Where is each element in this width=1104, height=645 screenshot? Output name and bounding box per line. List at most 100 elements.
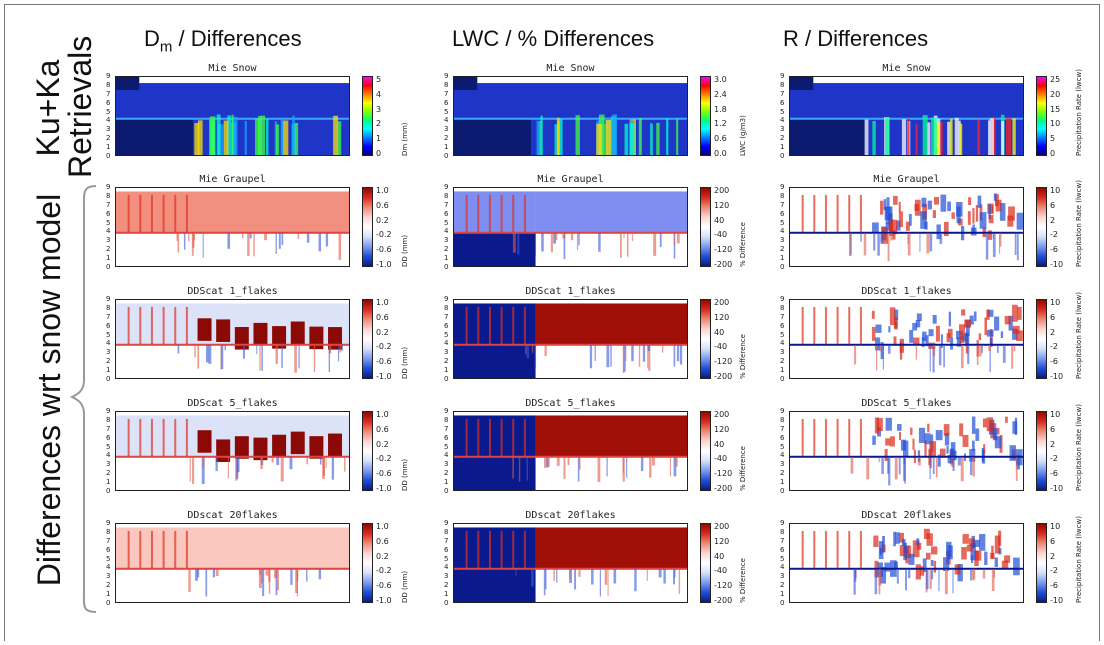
panel-title: DDScat 1_flakes bbox=[187, 286, 278, 297]
colorbar-tick-label: 0.6 bbox=[376, 536, 389, 546]
y-tick-label: 7 bbox=[106, 312, 111, 321]
colorbar-label: % Difference bbox=[739, 222, 747, 267]
y-tick-label: 2 bbox=[780, 581, 785, 590]
y-tick-label: 3 bbox=[780, 572, 785, 581]
colorbar-tick-label: -0.6 bbox=[376, 469, 392, 479]
y-tick-label: 8 bbox=[780, 303, 785, 312]
colorbar-tick-label: 1.8 bbox=[714, 104, 727, 114]
y-tick-label: 9 bbox=[444, 407, 449, 415]
colorbar-tick-label: -120 bbox=[714, 245, 733, 255]
y-tick-label: 1 bbox=[444, 478, 449, 487]
y-tick-label: 1 bbox=[780, 478, 785, 487]
colorbar-tick-label: -120 bbox=[714, 581, 733, 591]
y-tick-label: 2 bbox=[444, 245, 449, 254]
y-tick-label: 1 bbox=[106, 366, 111, 375]
y-tick-label: 5 bbox=[444, 107, 449, 116]
colorbar-tick-label: 0.2 bbox=[376, 327, 389, 337]
y-tick-label: 6 bbox=[444, 321, 449, 330]
column-header-lwc: LWC / % Differences bbox=[452, 26, 655, 51]
y-tick-label: 9 bbox=[444, 183, 449, 191]
plot-area bbox=[789, 299, 1024, 379]
plot-area bbox=[115, 411, 350, 491]
y-tick-label: 3 bbox=[106, 125, 111, 134]
panel-title: Mie Snow bbox=[882, 63, 931, 74]
y-tick-label: 5 bbox=[444, 554, 449, 563]
y-tick-label: 9 bbox=[106, 295, 111, 303]
colorbar-tick-label: 15 bbox=[1050, 104, 1061, 114]
y-tick-label: 2 bbox=[444, 581, 449, 590]
y-tick-label: 6 bbox=[444, 433, 449, 442]
colorbar-label: DD (mm) bbox=[401, 458, 409, 491]
colorbar bbox=[1036, 523, 1047, 603]
y-tick-label: 3 bbox=[106, 236, 111, 245]
plot-area bbox=[115, 523, 350, 603]
y-tick-label: 4 bbox=[106, 116, 111, 125]
y-tick-label: 5 bbox=[780, 218, 785, 227]
y-tick-label: 1 bbox=[780, 590, 785, 599]
colorbar-tick-label: -0.2 bbox=[376, 230, 392, 240]
y-tick-label: 8 bbox=[106, 303, 111, 312]
panel-title: DDScat 5_flakes bbox=[187, 398, 278, 409]
y-tick-label: 1 bbox=[444, 254, 449, 263]
colorbar-tick-label: 40 bbox=[714, 551, 725, 561]
y-tick-label: 5 bbox=[444, 330, 449, 339]
y-tick-label: 2 bbox=[780, 357, 785, 366]
y-tick-label: 0 bbox=[444, 152, 449, 160]
y-tick-label: 2 bbox=[106, 245, 111, 254]
colorbar-label: DD (mm) bbox=[401, 234, 409, 267]
y-tick-label: 9 bbox=[444, 295, 449, 303]
heatmap-field bbox=[790, 188, 1024, 266]
y-tick-label: 9 bbox=[106, 407, 111, 415]
panel-title: DDscat 20flakes bbox=[187, 510, 278, 521]
y-tick-label: 5 bbox=[106, 218, 111, 227]
colorbar-tick-label: 2 bbox=[1050, 327, 1056, 337]
y-tick-label: 2 bbox=[106, 134, 111, 143]
colorbar-tick-label: 0.2 bbox=[376, 439, 389, 449]
colorbar bbox=[1036, 411, 1047, 491]
panel-title: DDscat 20flakes bbox=[525, 510, 616, 521]
y-tick-label: 9 bbox=[780, 295, 785, 303]
y-tick-label: 8 bbox=[106, 527, 111, 536]
colorbar-tick-label: -10 bbox=[1050, 484, 1064, 493]
colorbar-tick-label: -40 bbox=[714, 566, 728, 576]
y-tick-label: 4 bbox=[780, 339, 785, 348]
colorbar bbox=[700, 187, 711, 267]
y-tick-label: 5 bbox=[780, 107, 785, 116]
y-tick-label: 6 bbox=[780, 209, 785, 218]
colorbar-tick-label: 2.4 bbox=[714, 89, 727, 99]
y-tick-label: 6 bbox=[106, 321, 111, 330]
y-tick-label: 4 bbox=[444, 116, 449, 125]
y-tick-label: 4 bbox=[444, 227, 449, 236]
y-tick-label: 0 bbox=[780, 263, 785, 271]
colorbar bbox=[362, 299, 373, 379]
colorbar-tick-label: 200 bbox=[714, 298, 730, 307]
y-tick-label: 5 bbox=[444, 218, 449, 227]
colorbar-tick-label: 0.2 bbox=[376, 551, 389, 561]
y-tick-label: 0 bbox=[106, 599, 111, 607]
y-tick-label: 7 bbox=[444, 424, 449, 433]
y-tick-label: 0 bbox=[444, 599, 449, 607]
colorbar bbox=[700, 76, 711, 156]
y-tick-label: 5 bbox=[780, 442, 785, 451]
colorbar-tick-label: 40 bbox=[714, 215, 725, 225]
colorbar bbox=[700, 523, 711, 603]
colorbar bbox=[1036, 299, 1047, 379]
colorbar-tick-label: 2 bbox=[1050, 439, 1056, 449]
colorbar-tick-label: -2 bbox=[1050, 342, 1058, 352]
colorbar-tick-label: -10 bbox=[1050, 372, 1064, 381]
y-tick-label: 2 bbox=[780, 134, 785, 143]
colorbar-tick-label: -120 bbox=[714, 357, 733, 367]
colorbar-tick-label: 5 bbox=[1050, 134, 1056, 144]
row-label-ku-ka: Ku+Ka Retrievals bbox=[30, 35, 98, 178]
y-tick-label: 8 bbox=[444, 303, 449, 312]
heatmap-field bbox=[116, 412, 349, 490]
y-tick-label: 1 bbox=[106, 478, 111, 487]
plot-area bbox=[789, 523, 1024, 603]
y-tick-label: 9 bbox=[444, 72, 449, 80]
y-tick-label: 5 bbox=[780, 554, 785, 563]
colorbar-tick-label: 3 bbox=[376, 104, 382, 114]
colorbar-label: Precipitation Rate (lwcw) bbox=[1075, 180, 1083, 267]
y-tick-label: 9 bbox=[780, 72, 785, 80]
colorbar-tick-label: -200 bbox=[714, 372, 733, 381]
panel-title: Mie Graupel bbox=[873, 174, 940, 185]
